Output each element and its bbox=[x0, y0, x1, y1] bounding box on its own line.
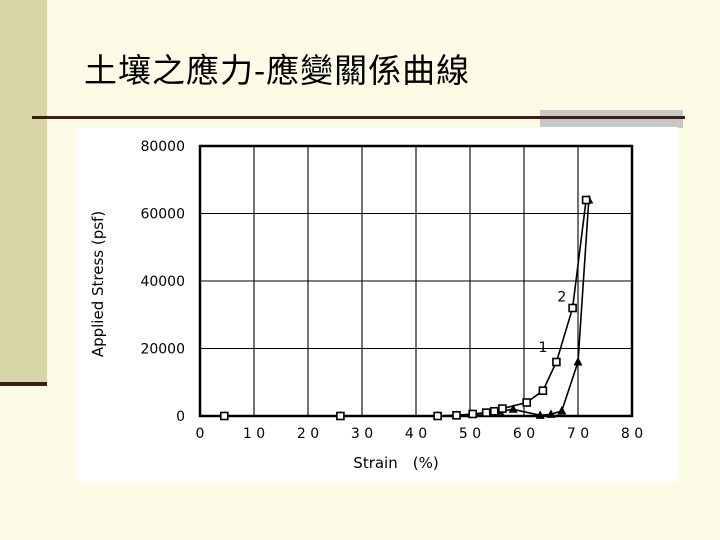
title-divider bbox=[32, 116, 685, 119]
series-annotation: 1 bbox=[538, 340, 547, 356]
grid-layer bbox=[200, 146, 632, 416]
series-2-point bbox=[498, 404, 507, 413]
series-2-point bbox=[336, 411, 345, 421]
series-1-point bbox=[573, 357, 583, 366]
series-1-point bbox=[508, 404, 518, 413]
series-annotation: 2 bbox=[557, 289, 566, 305]
title-rule-accent bbox=[540, 110, 683, 128]
x-tick-label: 0 bbox=[196, 426, 205, 442]
series-2-point bbox=[568, 303, 577, 313]
series-1-line bbox=[224, 199, 590, 417]
series-2-point bbox=[552, 357, 561, 367]
series-2-point bbox=[468, 409, 478, 419]
x-tick-label: 3 0 bbox=[351, 426, 373, 442]
y-tick-label: 60000 bbox=[140, 207, 185, 223]
series-2-point bbox=[581, 195, 591, 205]
x-tick-label: 4 0 bbox=[405, 426, 427, 442]
x-tick-label: 6 0 bbox=[513, 426, 535, 442]
x-tick-label: 7 0 bbox=[567, 426, 589, 442]
series-2-point bbox=[489, 406, 499, 416]
series-1-point bbox=[557, 405, 567, 415]
slide-title: 土壤之應力-應變關係曲線 bbox=[84, 51, 471, 90]
x-tick-label: 8 0 bbox=[621, 426, 643, 442]
x-axis-title: Strain (%) bbox=[353, 454, 438, 472]
series-2-line bbox=[224, 199, 587, 417]
slide-sidebar-bar bbox=[0, 0, 47, 386]
y-tick-label: 0 bbox=[176, 409, 185, 425]
stress-strain-chart: 0 1 0 2 0 3 0 4 0 5 0 6 0 7 0 8 0 0 20000 40000 6000… bbox=[89, 139, 643, 472]
y-tick-label: 20000 bbox=[140, 342, 185, 358]
series-1-point bbox=[546, 409, 556, 418]
tick-layer: 0 1 0 2 0 3 0 4 0 5 0 6 0 7 0 8 0 0 20000 40000 6000… bbox=[140, 139, 643, 442]
series-2-point bbox=[220, 411, 229, 421]
x-tick-label: 5 0 bbox=[459, 426, 481, 442]
y-tick-label: 40000 bbox=[140, 274, 185, 290]
series-2-point bbox=[522, 398, 532, 407]
label-layer: 12 bbox=[538, 289, 566, 356]
series-2-point bbox=[452, 411, 461, 420]
series-1-point bbox=[535, 410, 545, 419]
chart-panel: 0 1 0 2 0 3 0 4 0 5 0 6 0 7 0 8 0 0 20000 40000 6000… bbox=[75, 127, 678, 482]
series-2-point bbox=[538, 386, 548, 395]
y-axis-title: Applied Stress (psf) bbox=[89, 211, 107, 357]
sidebar-accent-line bbox=[0, 382, 47, 386]
series-2-point bbox=[481, 408, 491, 417]
x-tick-label: 1 0 bbox=[243, 426, 265, 442]
x-tick-label: 2 0 bbox=[297, 426, 319, 442]
y-tick-label: 80000 bbox=[140, 139, 185, 155]
series-layer bbox=[219, 195, 594, 421]
series-2-point bbox=[433, 411, 442, 421]
